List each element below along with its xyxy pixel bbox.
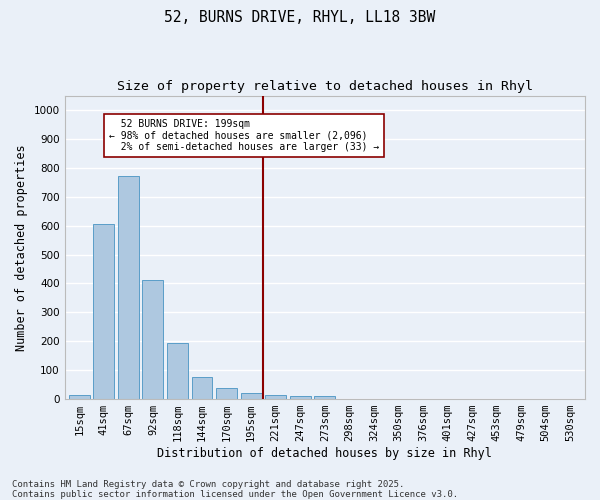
Bar (191, 377, 212, 399)
Bar (142, 280, 163, 399)
Bar (94, 224, 114, 399)
Y-axis label: Number of detached properties: Number of detached properties (15, 144, 28, 350)
Title: Size of property relative to detached houses in Rhyl: Size of property relative to detached ho… (117, 80, 533, 93)
Bar (314, 396, 335, 399)
Bar (118, 176, 139, 399)
Bar (265, 394, 286, 399)
Bar (216, 388, 237, 399)
Bar (167, 344, 188, 399)
Bar (290, 396, 311, 399)
X-axis label: Distribution of detached houses by size in Rhyl: Distribution of detached houses by size … (157, 447, 492, 460)
Bar (241, 394, 262, 399)
Text: Contains HM Land Registry data © Crown copyright and database right 2025.
Contai: Contains HM Land Registry data © Crown c… (12, 480, 458, 499)
Text: 52 BURNS DRIVE: 199sqm
← 98% of detached houses are smaller (2,096)
  2% of semi: 52 BURNS DRIVE: 199sqm ← 98% of detached… (109, 118, 379, 152)
Text: 52, BURNS DRIVE, RHYL, LL18 3BW: 52, BURNS DRIVE, RHYL, LL18 3BW (164, 10, 436, 25)
Bar (69, 394, 90, 399)
